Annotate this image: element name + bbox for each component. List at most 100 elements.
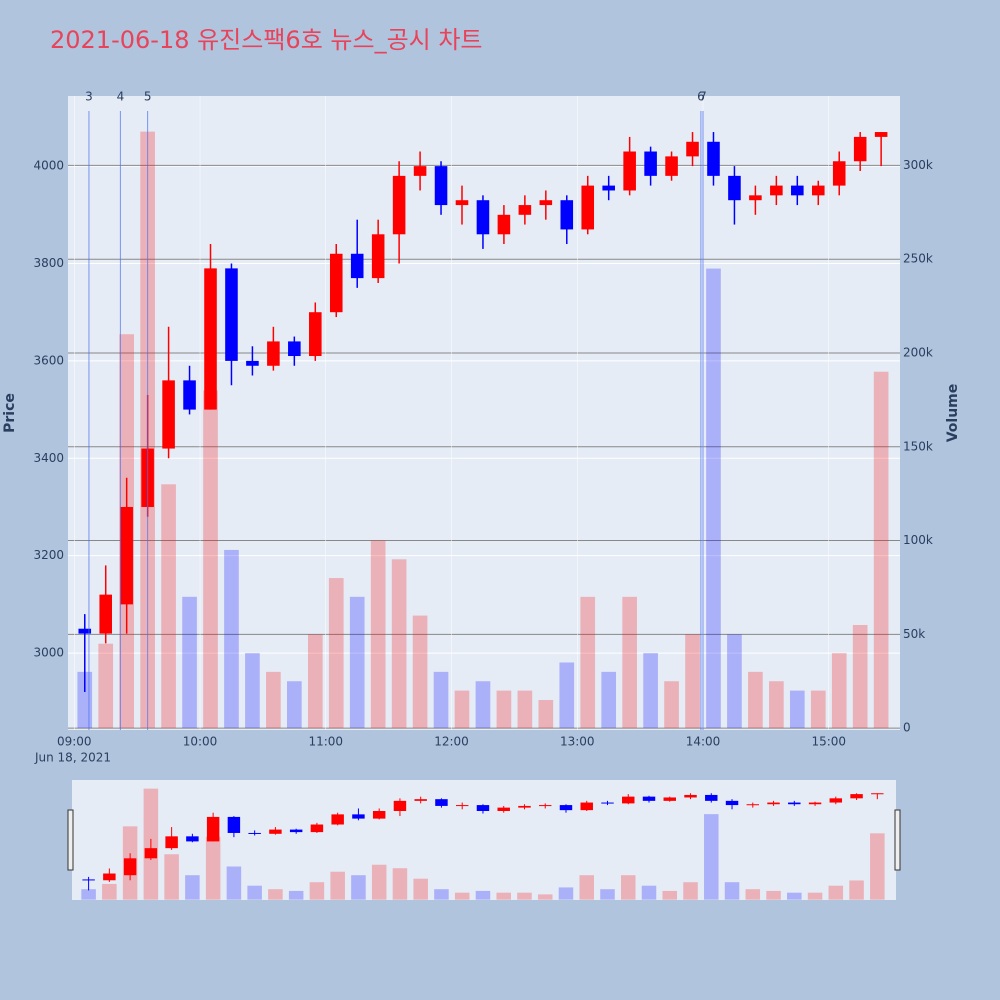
volume-bar xyxy=(433,671,449,729)
slider-volume-bar xyxy=(475,890,491,900)
slider-volume-bar xyxy=(288,890,304,900)
slider-volume-bar xyxy=(766,890,781,900)
slider-candle-body xyxy=(310,824,324,833)
candle-body xyxy=(78,628,92,634)
slider-volume-bar xyxy=(434,889,449,900)
candle-body xyxy=(539,200,553,206)
slider-volume-bar xyxy=(392,868,408,900)
y2-axis-title: Volume xyxy=(945,384,961,443)
candle-body xyxy=(183,380,196,410)
news-label: 6 xyxy=(697,90,705,104)
slider-volume-bar xyxy=(537,894,553,900)
volume-bar xyxy=(727,634,742,729)
slider-candle-body xyxy=(663,797,676,801)
slider-volume-bar xyxy=(268,889,283,900)
x-tick-label: 11:00 xyxy=(308,735,343,749)
volume-bar xyxy=(475,681,491,729)
slider-volume-bar xyxy=(309,882,325,900)
volume-bar xyxy=(203,390,218,729)
volume-bar xyxy=(601,671,617,729)
slider-volume-bar xyxy=(828,885,844,900)
slider-candle-body xyxy=(206,816,220,842)
slider-candle-body xyxy=(248,832,261,834)
slider-candle-body xyxy=(186,836,199,842)
range-handle[interactable] xyxy=(894,809,901,871)
slider-volume-bar xyxy=(807,892,823,900)
candle-body xyxy=(162,380,175,449)
volume-bar xyxy=(622,596,637,729)
x-tick-label: 10:00 xyxy=(183,735,218,749)
candle-body xyxy=(455,200,469,206)
slider-candle-body xyxy=(435,799,448,806)
slider-candle-body xyxy=(808,802,822,805)
slider-candle-body xyxy=(393,800,407,811)
candle-body xyxy=(874,132,888,137)
slider-candle-body xyxy=(518,805,531,808)
slider-volume-bar xyxy=(662,890,678,900)
y-tick-label: 3600 xyxy=(33,353,64,367)
y2-tick-label: 250k xyxy=(903,252,933,266)
volume-bar xyxy=(454,690,470,729)
slider-candle-body xyxy=(414,799,427,801)
slider-volume-bar xyxy=(870,833,885,900)
slider-candle-body xyxy=(871,793,884,795)
slider-candle-body xyxy=(788,802,801,805)
slider-candle-body xyxy=(165,836,178,849)
volume-bar xyxy=(685,634,700,729)
y-axis-title: Price xyxy=(2,393,18,433)
candle-body xyxy=(518,205,532,215)
slider-volume-bar xyxy=(351,875,366,900)
volume-bar xyxy=(307,634,323,729)
candle-body xyxy=(602,185,615,191)
candle-body xyxy=(728,175,741,201)
candle-body xyxy=(371,234,385,279)
slider-volume-bar xyxy=(745,889,761,900)
volume-bar xyxy=(517,690,533,729)
slider-candle-body xyxy=(850,794,863,799)
slider-candle-body xyxy=(601,802,614,804)
volume-bar xyxy=(98,643,114,729)
volume-bar xyxy=(349,596,365,729)
volume-bar xyxy=(77,671,93,729)
candle-body xyxy=(204,268,217,410)
range-handle[interactable] xyxy=(67,809,74,871)
slider-candle-body xyxy=(144,848,158,859)
x-tick-label: 09:00 xyxy=(57,735,92,749)
x-tick-label: 12:00 xyxy=(434,735,469,749)
candle-body xyxy=(644,151,657,176)
slider-volume-bar xyxy=(413,878,428,900)
y-tick-label: 3800 xyxy=(33,256,64,270)
slider-candle-body xyxy=(705,794,718,801)
news-label: 7 xyxy=(699,90,707,104)
slider-volume-bar xyxy=(454,892,470,900)
slider-candle-body xyxy=(227,816,241,833)
candle-body xyxy=(791,185,804,196)
y-tick-label: 4000 xyxy=(33,159,64,173)
candle-body xyxy=(811,185,825,196)
candle-body xyxy=(749,195,762,201)
slider-candle-body xyxy=(372,810,386,819)
slider-candle-body xyxy=(352,814,365,819)
candle-body xyxy=(392,175,406,235)
news-label: 4 xyxy=(117,90,125,104)
slider-candle-body xyxy=(331,814,344,825)
y-tick-label: 3400 xyxy=(33,451,64,465)
slider-volume-bar xyxy=(247,885,262,900)
candle-body xyxy=(99,594,113,634)
volume-bar xyxy=(748,671,763,729)
candle-body xyxy=(832,161,846,186)
slider-volume-bar xyxy=(579,875,595,900)
candle-body xyxy=(267,341,280,366)
volume-bar xyxy=(224,549,239,729)
slider-volume-bar xyxy=(102,883,117,900)
slider-candle-body xyxy=(642,796,656,801)
slider-volume-bar xyxy=(371,864,387,900)
slider-candle-body xyxy=(622,796,635,804)
volume-bar xyxy=(496,690,512,729)
slider-candle-body xyxy=(269,829,282,834)
volume-bar xyxy=(852,624,868,729)
y2-tick-label: 0 xyxy=(903,721,911,735)
volume-bar xyxy=(769,681,784,729)
